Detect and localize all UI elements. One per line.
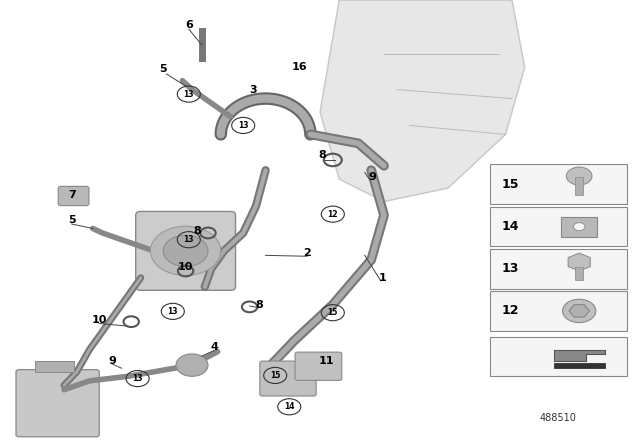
- Bar: [554, 363, 605, 368]
- Text: 13: 13: [238, 121, 248, 130]
- Text: 3: 3: [249, 85, 257, 95]
- Text: 14: 14: [284, 402, 294, 411]
- Bar: [575, 177, 583, 195]
- Text: 13: 13: [184, 235, 194, 244]
- Circle shape: [563, 299, 596, 323]
- Text: 12: 12: [501, 304, 519, 318]
- FancyBboxPatch shape: [295, 352, 342, 380]
- FancyBboxPatch shape: [58, 186, 89, 206]
- FancyBboxPatch shape: [490, 337, 627, 376]
- FancyBboxPatch shape: [136, 211, 236, 290]
- Text: 5: 5: [159, 65, 167, 74]
- Text: 4: 4: [211, 342, 218, 352]
- Text: 488510: 488510: [540, 413, 577, 422]
- FancyBboxPatch shape: [561, 217, 597, 237]
- Text: 13: 13: [132, 374, 143, 383]
- Circle shape: [176, 354, 208, 376]
- Text: 9: 9: [108, 356, 116, 366]
- Text: 8: 8: [255, 300, 263, 310]
- Text: 15: 15: [328, 308, 338, 317]
- Bar: [35, 361, 74, 372]
- Polygon shape: [568, 253, 590, 271]
- Text: 8: 8: [319, 150, 326, 159]
- Text: 10: 10: [92, 315, 107, 325]
- Text: 1: 1: [379, 273, 387, 283]
- Circle shape: [150, 226, 221, 276]
- FancyBboxPatch shape: [490, 164, 627, 204]
- Text: 15: 15: [270, 371, 280, 380]
- Circle shape: [566, 167, 592, 185]
- Text: 16: 16: [292, 62, 307, 72]
- FancyBboxPatch shape: [260, 361, 316, 396]
- Bar: [575, 267, 583, 280]
- Text: 13: 13: [501, 262, 519, 276]
- Text: 11: 11: [319, 356, 334, 366]
- Polygon shape: [554, 350, 605, 361]
- Text: 15: 15: [501, 177, 519, 191]
- Text: 2: 2: [303, 248, 311, 258]
- Text: 10: 10: [178, 262, 193, 271]
- Polygon shape: [569, 305, 589, 317]
- Circle shape: [163, 235, 208, 267]
- FancyBboxPatch shape: [490, 207, 627, 246]
- FancyBboxPatch shape: [490, 249, 627, 289]
- Text: 9: 9: [369, 172, 376, 182]
- FancyBboxPatch shape: [16, 370, 99, 437]
- Text: 14: 14: [501, 220, 519, 233]
- Text: 5: 5: [68, 215, 76, 224]
- Text: 7: 7: [68, 190, 76, 200]
- Text: 8: 8: [193, 226, 201, 236]
- Text: 13: 13: [184, 90, 194, 99]
- Text: 6: 6: [185, 20, 193, 30]
- Text: 12: 12: [328, 210, 338, 219]
- Circle shape: [573, 223, 585, 231]
- FancyBboxPatch shape: [490, 291, 627, 331]
- Polygon shape: [320, 0, 525, 202]
- Text: 13: 13: [168, 307, 178, 316]
